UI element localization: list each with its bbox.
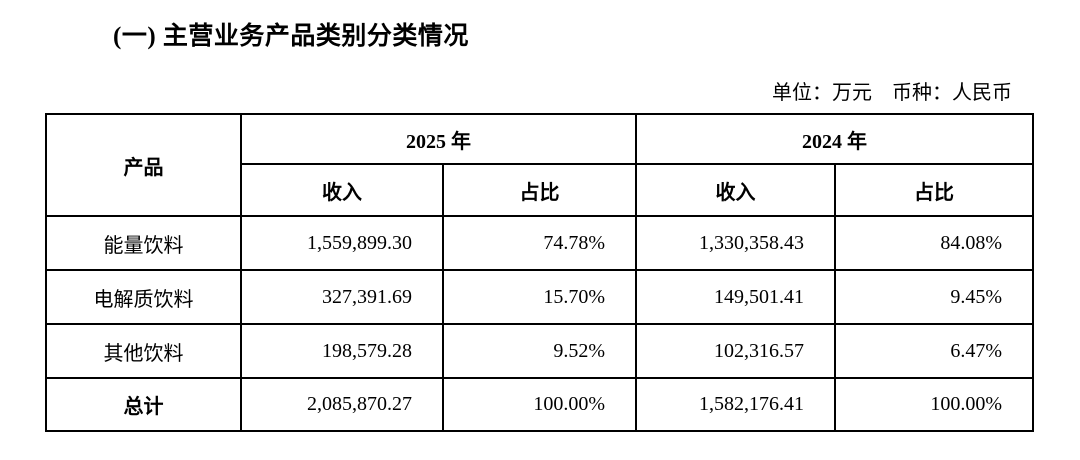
share-2025-cell: 74.78% [442,215,637,271]
income-2024-cell: 149,501.41 [635,269,836,325]
share-2024-cell: 84.08% [834,215,1034,271]
col-header-year-2025: 2025 年 [240,113,637,165]
col-header-share-2024: 占比 [834,163,1034,217]
total-income-2025-cell: 2,085,870.27 [240,377,444,432]
col-header-share-2025: 占比 [442,163,637,217]
col-header-income-2024: 收入 [635,163,836,217]
product-cell: 其他饮料 [45,323,242,379]
col-header-product: 产品 [45,113,242,217]
col-header-year-2024: 2024 年 [635,113,1034,165]
table-row-other-drinks: 其他饮料 198,579.28 9.52% 102,316.57 6.47% [45,323,1034,379]
header-row-metrics: 收入 占比 收入 占比 [46,163,1034,217]
total-share-2025-cell: 100.00% [442,377,637,432]
header-row-years: 产品 2025 年 2024 年 [45,113,1034,217]
product-cell: 能量饮料 [45,215,242,271]
share-2024-cell: 6.47% [834,323,1034,379]
income-2025-cell: 1,559,899.30 [240,215,444,271]
share-2025-cell: 15.70% [442,269,637,325]
table-row-energy-drinks: 能量饮料 1,559,899.30 74.78% 1,330,358.43 84… [45,215,1034,271]
table-row-electrolyte-drinks: 电解质饮料 327,391.69 15.70% 149,501.41 9.45% [45,269,1034,325]
income-2025-cell: 327,391.69 [240,269,444,325]
product-cell: 电解质饮料 [45,269,242,325]
total-income-2024-cell: 1,582,176.41 [635,377,836,432]
share-2024-cell: 9.45% [834,269,1034,325]
product-category-table: 产品 2025 年 2024 年 收入 占比 收入 占比 能量饮料 1,559,… [45,113,1034,432]
income-2024-cell: 102,316.57 [635,323,836,379]
total-share-2024-cell: 100.00% [834,377,1034,432]
section-title: (一) 主营业务产品类别分类情况 [113,23,469,50]
income-2024-cell: 1,330,358.43 [635,215,836,271]
income-2025-cell: 198,579.28 [240,323,444,379]
unit-currency-note: 单位：万元 币种：人民币 [772,82,1012,104]
col-header-income-2025: 收入 [240,163,444,217]
table-row-total: 总计 2,085,870.27 100.00% 1,582,176.41 100… [45,377,1034,432]
share-2025-cell: 9.52% [442,323,637,379]
total-label-cell: 总计 [45,377,242,432]
